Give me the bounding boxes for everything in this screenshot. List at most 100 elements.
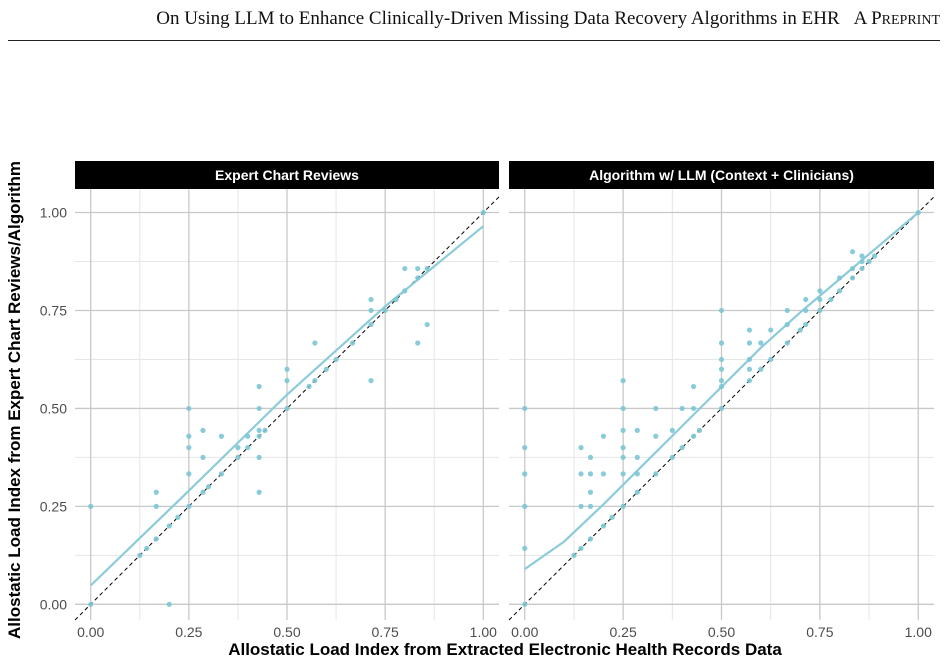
data-point: [153, 489, 159, 495]
data-point: [153, 503, 159, 509]
data-point: [784, 307, 790, 314]
data-point: [284, 366, 290, 372]
data-point: [915, 209, 921, 216]
data-point: [256, 433, 262, 439]
data-point: [186, 445, 192, 451]
data-point: [746, 377, 753, 384]
data-point: [803, 296, 809, 303]
data-point: [88, 503, 94, 509]
data-point: [718, 307, 725, 314]
preprint-label-first: A P: [853, 8, 882, 29]
data-point: [718, 383, 725, 390]
data-point: [284, 377, 290, 384]
data-point: [522, 601, 528, 607]
data-point: [746, 327, 753, 333]
header-rule: [8, 40, 940, 41]
x-tick-label: 0.00: [511, 624, 538, 640]
data-point: [235, 454, 241, 460]
data-point: [803, 321, 809, 328]
data-point: [620, 454, 626, 460]
data-point: [784, 340, 790, 346]
data-point: [859, 258, 865, 265]
data-point: [218, 433, 225, 439]
data-point: [323, 366, 329, 372]
data-point: [256, 405, 262, 412]
data-point: [600, 433, 607, 439]
data-point: [88, 601, 94, 607]
data-point: [578, 503, 584, 509]
data-point: [696, 427, 703, 433]
data-point: [609, 514, 615, 520]
data-point: [415, 340, 421, 346]
data-point: [571, 552, 577, 558]
data-point: [368, 377, 374, 384]
x-tick-label: 0.25: [609, 624, 636, 640]
data-point: [849, 275, 856, 281]
data-point: [718, 356, 725, 363]
data-point: [718, 366, 725, 372]
x-tick-label: 0.50: [273, 624, 300, 640]
data-point: [679, 405, 685, 412]
data-point: [620, 377, 626, 384]
data-point: [382, 307, 388, 314]
data-point: [284, 405, 290, 412]
data-point: [522, 503, 528, 509]
data-point: [849, 249, 856, 255]
y-tick-label: 0.50: [40, 400, 67, 416]
facet-strip: [75, 161, 499, 189]
data-point: [186, 405, 192, 412]
data-point: [256, 383, 262, 390]
data-point: [653, 405, 659, 412]
data-point: [578, 545, 584, 551]
data-point: [205, 484, 212, 490]
data-point: [587, 489, 594, 495]
x-tick-label: 0.25: [175, 624, 202, 640]
data-point: [522, 445, 528, 451]
data-point: [679, 445, 685, 451]
data-point: [393, 296, 399, 303]
facet-panel: Expert Chart Reviews 0.00 0.25 0.50 0.75 1.00…: [40, 161, 500, 640]
data-point: [669, 427, 675, 433]
data-point: [349, 340, 356, 346]
data-point: [797, 327, 803, 333]
data-point: [306, 383, 312, 390]
panels: Expert Chart Reviews 0.00 0.25 0.50 0.75 1.00…: [40, 161, 935, 640]
data-point: [620, 405, 626, 412]
data-point: [620, 471, 626, 477]
data-point: [137, 552, 143, 558]
data-point: [859, 253, 865, 259]
data-point: [245, 445, 251, 451]
data-point: [746, 366, 753, 372]
data-point: [836, 275, 843, 281]
data-point: [653, 433, 659, 439]
data-point: [871, 253, 878, 259]
data-point: [817, 288, 823, 294]
data-point: [166, 523, 172, 529]
data-point: [817, 307, 823, 314]
x-tick-label: 0.50: [708, 624, 735, 640]
data-point: [480, 209, 486, 216]
data-point: [415, 265, 421, 272]
x-tick-label: 1.00: [905, 624, 932, 640]
data-point: [653, 471, 659, 477]
data-point: [312, 377, 318, 384]
x-tick-label: 1.00: [470, 624, 497, 640]
data-point: [256, 489, 262, 495]
data-point: [368, 307, 374, 314]
page-header: On Using LLM to Enhance Clinically-Drive…: [0, 0, 948, 42]
data-point: [718, 405, 725, 412]
data-point: [424, 265, 430, 272]
data-point: [690, 433, 697, 439]
data-point: [600, 523, 607, 529]
data-point: [620, 427, 626, 433]
data-point: [587, 454, 594, 460]
x-tick-label: 0.00: [77, 624, 104, 640]
y-tick-label: 0.00: [40, 596, 67, 612]
data-point: [153, 536, 159, 542]
data-point: [634, 471, 640, 477]
data-point: [634, 427, 640, 433]
running-title: On Using LLM to Enhance Clinically-Drive…: [156, 8, 840, 29]
data-point: [803, 307, 809, 314]
y-tick-label: 0.75: [40, 302, 67, 318]
data-point: [424, 321, 430, 328]
